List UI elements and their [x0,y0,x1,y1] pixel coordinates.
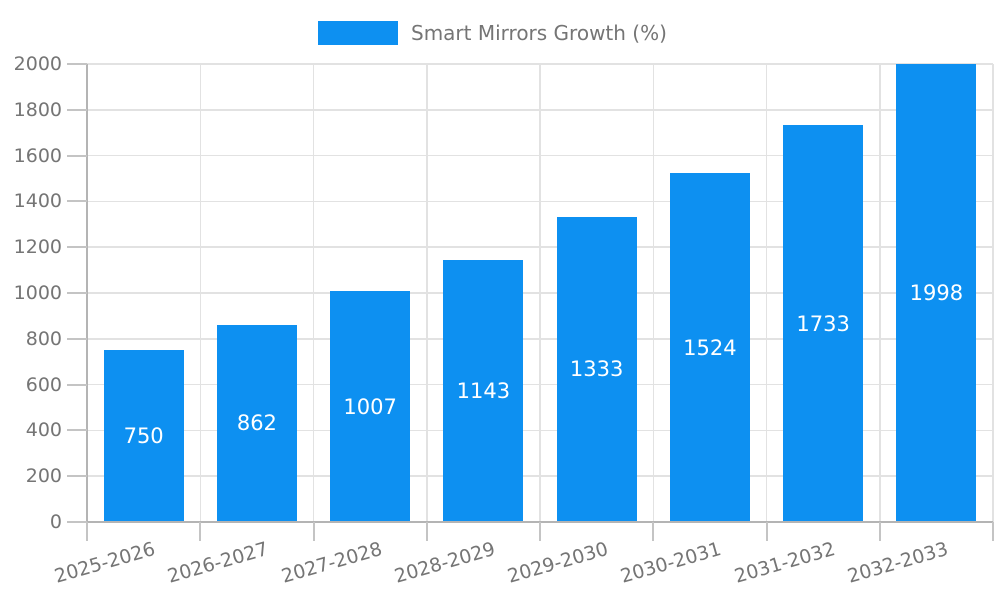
bar-value-label: 1143 [456,379,511,404]
x-tick-label: 2027-2028 [278,538,385,588]
x-axis-tick [992,522,994,541]
y-axis-tick [67,154,87,157]
x-tick-label: 2028-2029 [391,538,498,588]
gridline-v [652,64,654,522]
x-axis-tick [652,522,655,541]
gridline-v [312,64,315,522]
y-tick-label: 400 [25,419,62,442]
bar [556,216,637,522]
y-axis-tick [67,292,87,294]
x-tick-label: 2031-2032 [731,538,838,588]
y-axis-tick [67,383,87,386]
bar [443,260,524,522]
y-axis-tick [67,475,87,478]
x-axis-tick [765,522,768,541]
legend-label: Smart Mirrors Growth (%) [411,21,667,45]
bar-value-label: 750 [123,424,164,449]
y-axis-line [86,64,88,522]
legend-swatch [318,21,398,45]
gridline-v [879,64,881,522]
y-axis-tick [67,521,87,523]
bar-value-label: 1333 [569,357,624,382]
bar-value-label: 1007 [343,394,397,419]
y-axis-tick [67,246,87,249]
gridline-v [199,64,201,522]
x-tick-label: 2030-2031 [618,538,724,588]
x-tick-label: 2032-2033 [844,538,951,588]
y-tick-label: 1400 [13,190,62,213]
y-axis-tick [67,337,87,340]
y-tick-label: 1600 [13,144,62,167]
gridline-v [992,64,994,522]
x-axis-tick [199,522,202,541]
gridline-v [426,64,428,522]
bar-value-label: 1733 [796,311,850,336]
x-axis-tick [312,522,315,541]
legend: Smart Mirrors Growth (%) [318,21,667,45]
y-tick-label: 0 [49,511,62,533]
bar [103,350,184,522]
y-tick-label: 1000 [13,282,62,304]
bar [216,324,297,522]
bar [330,291,411,522]
bar-value-label: 862 [236,411,277,436]
x-tick-label: 2026-2027 [165,538,271,588]
bar [896,64,977,522]
x-axis-tick [86,522,88,541]
x-axis-tick [878,522,881,541]
bar [783,125,864,522]
y-axis-tick [67,108,87,111]
y-axis-tick [67,200,87,203]
gridline-v [765,64,768,522]
y-tick-label: 1800 [13,98,62,121]
y-tick-label: 200 [25,465,62,488]
y-tick-label: 800 [25,327,62,350]
y-tick-label: 600 [25,373,62,396]
y-axis-tick [67,429,87,432]
y-tick-label: 2000 [13,53,62,75]
bar-value-label: 1524 [683,335,737,360]
bar-value-label: 1998 [909,281,964,306]
x-axis-tick [425,522,428,541]
bar [669,173,750,522]
gridline-v [539,64,541,522]
y-axis-tick [67,63,87,65]
x-tick-label: 2029-2030 [505,538,611,588]
y-tick-label: 1200 [13,236,62,259]
x-tick-label: 2025-2026 [52,538,158,588]
x-axis-tick [539,522,541,541]
